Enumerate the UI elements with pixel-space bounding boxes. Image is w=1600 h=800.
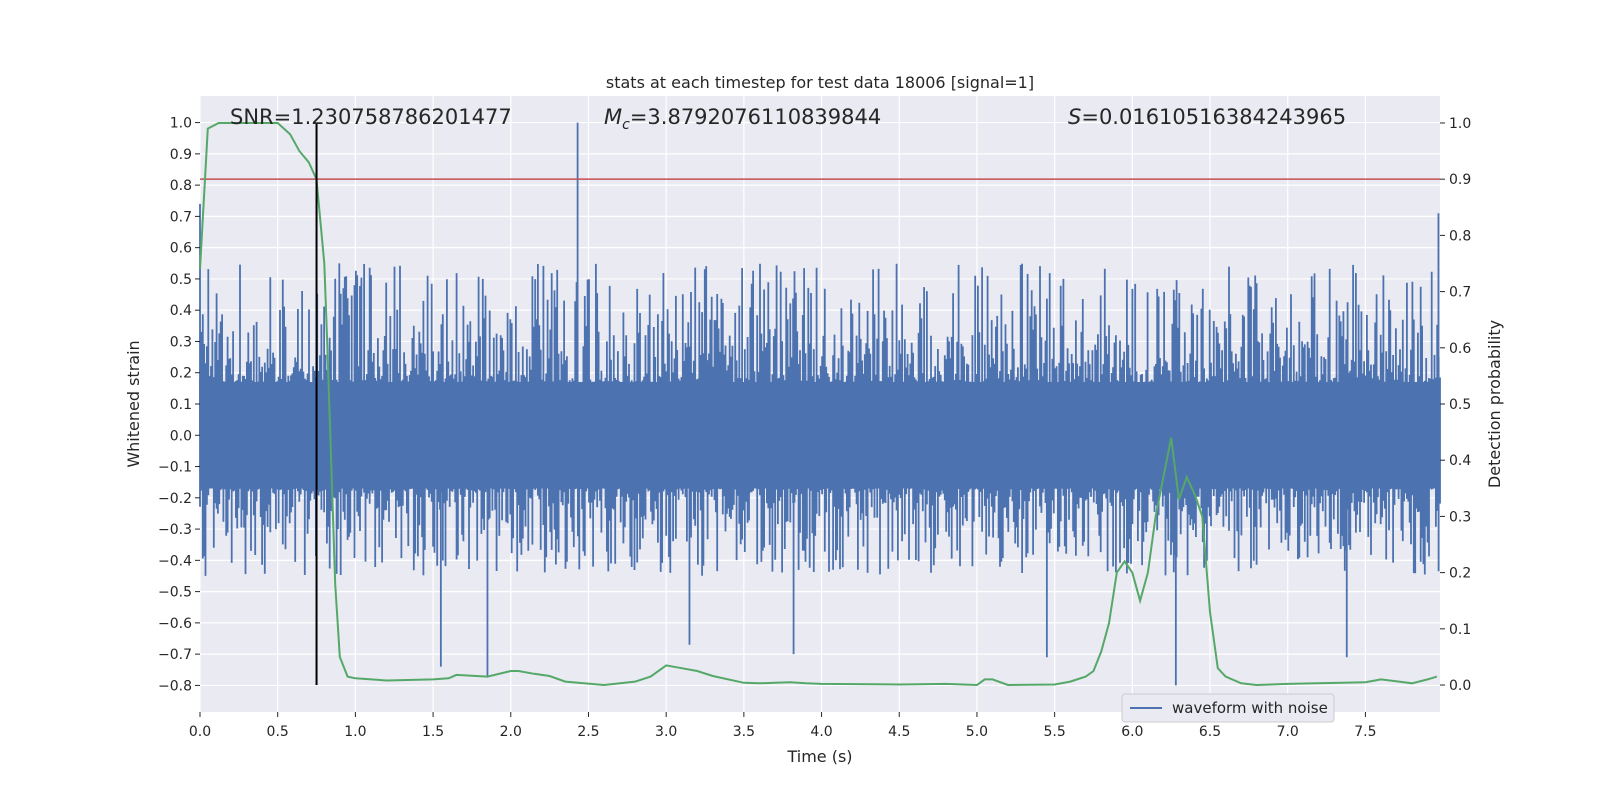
y2-tick-label: 0.3 <box>1449 509 1471 525</box>
x-tick-label: 3.0 <box>655 724 677 740</box>
detection-probability-line <box>199 122 1438 687</box>
y2-tick-label: 0.1 <box>1449 622 1471 638</box>
chirp-mass-annotation: Mc=3.8792076110839844 <box>604 105 881 133</box>
y-tick-label: 0.0 <box>170 428 192 444</box>
y2-tick-label: 0.7 <box>1449 285 1471 301</box>
y2-tick-label: 1.0 <box>1449 116 1471 132</box>
chirp-mass-subscript: c <box>622 117 630 133</box>
x-tick-label: 4.0 <box>810 724 832 740</box>
y-axis-label: Whitened strain <box>124 340 143 467</box>
y-tick-label: 0.9 <box>170 147 192 163</box>
y2-tick-label: 0.2 <box>1449 566 1471 582</box>
y-tick-label: 0.6 <box>170 241 192 257</box>
x-tick-label: 7.0 <box>1277 724 1299 740</box>
s-value: =0.01610516384243965 <box>1081 105 1346 129</box>
x-tick-label: 5.5 <box>1044 724 1066 740</box>
y-tick-label: −0.7 <box>158 647 192 663</box>
y-tick-label: −0.6 <box>158 616 192 632</box>
y-tick-label: −0.4 <box>158 553 192 569</box>
snr-annotation: SNR=1.230758786201477 <box>230 105 512 129</box>
y-tick-label: −0.5 <box>158 585 192 601</box>
x-tick-label: 5.0 <box>966 724 988 740</box>
y-tick-label: −0.1 <box>158 460 192 476</box>
strain-series <box>199 122 1441 686</box>
y-tick-label: 0.4 <box>170 303 192 319</box>
y-tick-label: −0.2 <box>158 491 192 507</box>
strain-dense-band <box>200 382 1440 489</box>
y-tick-label: −0.8 <box>158 678 192 694</box>
x-tick-label: 0.5 <box>267 724 289 740</box>
y-tick-label: 0.1 <box>170 397 192 413</box>
y2-tick-label: 0.6 <box>1449 341 1471 357</box>
legend-label-waveform: waveform with noise <box>1172 699 1328 717</box>
legend-box <box>1121 693 1335 723</box>
chirp-mass-symbol: M <box>604 105 622 129</box>
y-tick-label: 0.5 <box>170 272 192 288</box>
x-tick-label: 2.5 <box>577 724 599 740</box>
x-tick-label: 1.0 <box>344 724 366 740</box>
x-tick-label: 0.0 <box>189 724 211 740</box>
y-tick-label: 0.8 <box>170 178 192 194</box>
y-tick-label: −0.3 <box>158 522 192 538</box>
y2-tick-label: 0.4 <box>1449 453 1471 469</box>
x-tick-label: 6.5 <box>1199 724 1221 740</box>
axes: −0.8 −0.7 −0.6 −0.5 −0.4 −0.3 −0.2 −0.1 0.0 0.1 0.… <box>158 116 1471 740</box>
y2-tick-label: 0.5 <box>1449 397 1471 413</box>
overlay-lines <box>199 122 1440 687</box>
x-tick-label: 4.5 <box>888 724 910 740</box>
x-tick-label: 1.5 <box>422 724 444 740</box>
y2-axis-label: Detection probability <box>1485 320 1504 488</box>
y-tick-label: 1.0 <box>170 116 192 132</box>
x-tick-label: 3.5 <box>733 724 755 740</box>
s-symbol: S <box>1068 105 1081 129</box>
x-tick-label: 7.5 <box>1354 724 1376 740</box>
y-tick-label: 0.2 <box>170 366 192 382</box>
y-tick-label: 0.7 <box>170 209 192 225</box>
x-tick-label: 6.0 <box>1121 724 1143 740</box>
y2-tick-label: 0.0 <box>1449 678 1471 694</box>
y2-tick-label: 0.9 <box>1449 172 1471 188</box>
chart-title: stats at each timestep for test data 180… <box>606 73 1034 92</box>
x-axis-label: Time (s) <box>786 747 852 766</box>
x-tick-label: 2.0 <box>500 724 522 740</box>
y-tick-label: 0.3 <box>170 334 192 350</box>
legend: waveform with noise <box>1121 693 1335 723</box>
s-annotation: S=0.01610516384243965 <box>1068 105 1346 129</box>
chirp-mass-value: =3.8792076110839844 <box>630 105 881 129</box>
y2-tick-label: 0.8 <box>1449 228 1471 244</box>
